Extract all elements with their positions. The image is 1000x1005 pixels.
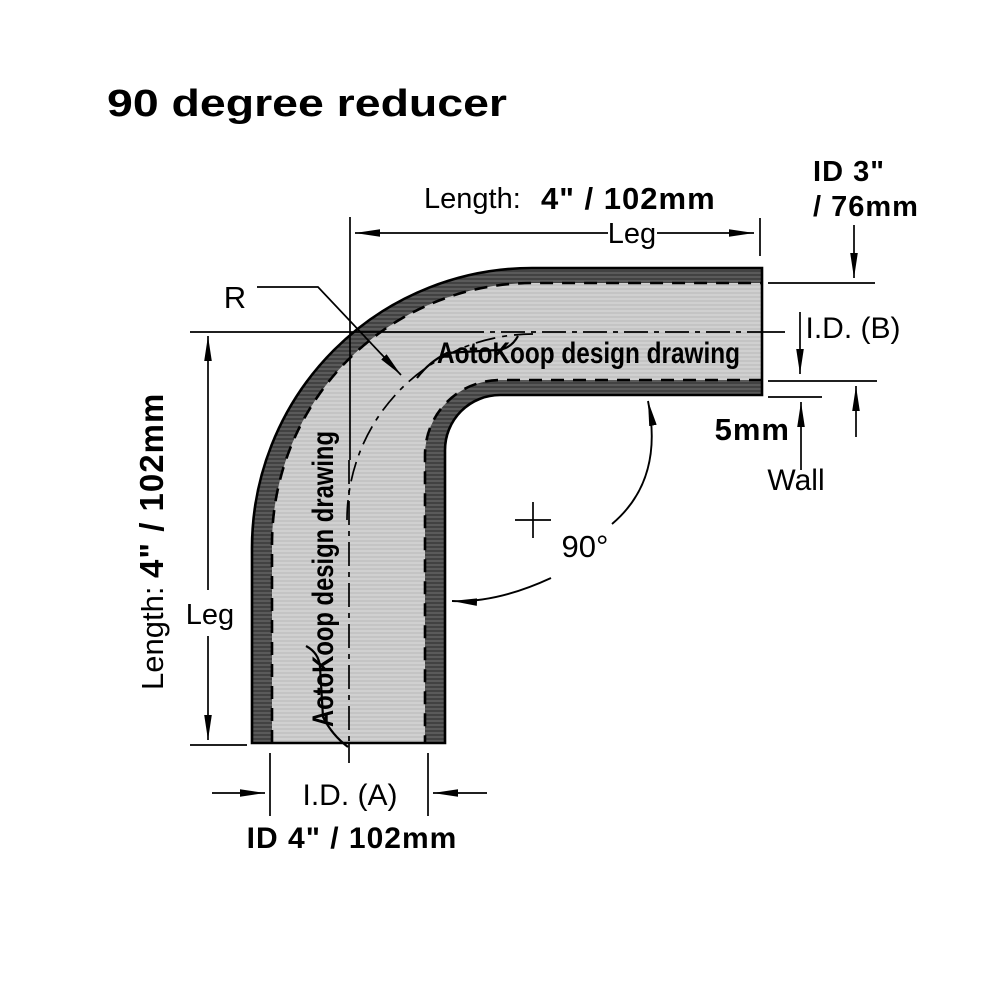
pipe-bore-dashed-inner-edge: [423, 378, 762, 743]
watermark-vertical-text: AotoKoop design drawing: [307, 431, 340, 727]
top-length-label: Length:: [424, 183, 521, 215]
angle-center-cross: [515, 502, 551, 538]
idb-value-line1: ID 3": [813, 156, 885, 188]
idb-value-line2: / 76mm: [813, 191, 919, 223]
radius-leader-line: [257, 286, 402, 376]
pipe-outer-wall-outline: [250, 266, 764, 745]
top-length-value: 4" / 102mm: [541, 181, 716, 216]
watermark-swoosh: [416, 335, 519, 379]
angle-arc-upper: [611, 400, 657, 525]
wall-value: 5mm: [715, 412, 790, 447]
watermark-vertical: AotoKoop design drawing: [305, 431, 349, 748]
watermark-swoosh: [305, 645, 349, 748]
ida-label: I.D. (A): [303, 779, 398, 812]
left-leg-label: Leg: [186, 599, 234, 631]
left-length-value: 4" / 102mm: [133, 393, 170, 578]
left-length-text: Length: 4" / 102mm: [133, 393, 170, 690]
angle-label: 90°: [562, 529, 609, 564]
watermark-horizontal: AotoKoop design drawing: [416, 335, 740, 379]
ida-value: ID 4" / 102mm: [247, 822, 458, 855]
radius-label: R: [224, 280, 246, 315]
pipe-bore-dashed-outer-edge: [270, 281, 762, 743]
watermark-horizontal-text: AotoKoop design drawing: [437, 337, 740, 370]
top-leg-label: Leg: [608, 218, 656, 250]
bend-centerline-arc: [346, 333, 534, 521]
page-title: 90 degree reducer: [107, 83, 507, 125]
left-length-label: Length:: [135, 578, 170, 690]
idb-label: I.D. (B): [806, 312, 901, 345]
angle-arc-lower: [451, 577, 552, 606]
wall-label: Wall: [767, 464, 824, 497]
pipe-bore-fill: [272, 283, 762, 743]
